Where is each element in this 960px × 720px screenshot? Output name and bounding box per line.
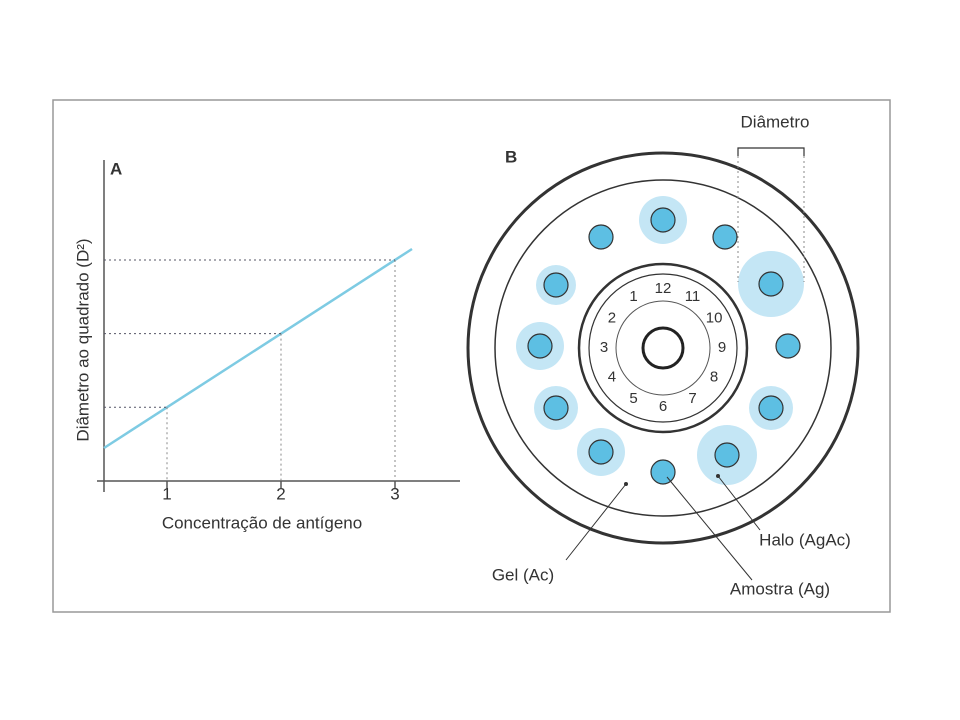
pointer: [666, 476, 753, 581]
pointer: [717, 475, 761, 531]
ring-inner: [615, 300, 711, 396]
wells: [516, 196, 804, 485]
x-axis-label: Concentração de antígeno: [162, 513, 362, 532]
x-tick-label: 3: [390, 484, 399, 503]
well-number: 5: [629, 390, 637, 407]
well: [650, 207, 676, 233]
well: [758, 271, 784, 297]
well: [543, 272, 569, 298]
pointer-dot: [624, 482, 628, 486]
well: [712, 224, 738, 250]
well: [650, 459, 676, 485]
well-number: 6: [659, 398, 667, 415]
well-number: 8: [710, 368, 718, 385]
well-number: 7: [688, 390, 696, 407]
pointer-dot: [716, 474, 720, 478]
well-number: 4: [608, 368, 616, 385]
frame: [52, 99, 891, 613]
sample-label: Amostra (Ag): [730, 579, 830, 598]
well-number: 2: [608, 309, 616, 326]
well-number: 10: [706, 309, 723, 326]
well-number: 12: [655, 280, 672, 297]
diameter-bracket: [737, 147, 805, 156]
well-number: 9: [718, 339, 726, 356]
trend-line: [103, 247, 413, 450]
x-tick-label: 1: [162, 484, 171, 503]
well: [588, 439, 614, 465]
halo-label: Halo (AgAc): [759, 530, 851, 549]
panel-a-label: A: [110, 159, 122, 178]
plate-inner: [494, 179, 832, 517]
well: [714, 442, 740, 468]
panel-b-label: B: [505, 147, 517, 166]
well-number: 11: [685, 288, 701, 305]
x-ticks: 1 2 3: [104, 259, 400, 503]
well: [527, 333, 553, 359]
well: [758, 395, 784, 421]
x-tick-label: 2: [276, 484, 285, 503]
ring-outer: [577, 262, 749, 434]
well: [588, 224, 614, 250]
y-axis-label: Diâmetro ao quadrado (D²): [73, 238, 92, 441]
well-number: 1: [629, 288, 637, 305]
pointer: [565, 483, 627, 561]
diameter-label: Diâmetro: [741, 112, 810, 131]
gel-label: Gel (Ac): [492, 565, 554, 584]
plate-outer: [466, 151, 860, 545]
ring-mid: [588, 273, 738, 423]
well: [775, 333, 801, 359]
well: [543, 395, 569, 421]
well-number: 3: [600, 339, 608, 356]
center-hole: [641, 326, 685, 370]
